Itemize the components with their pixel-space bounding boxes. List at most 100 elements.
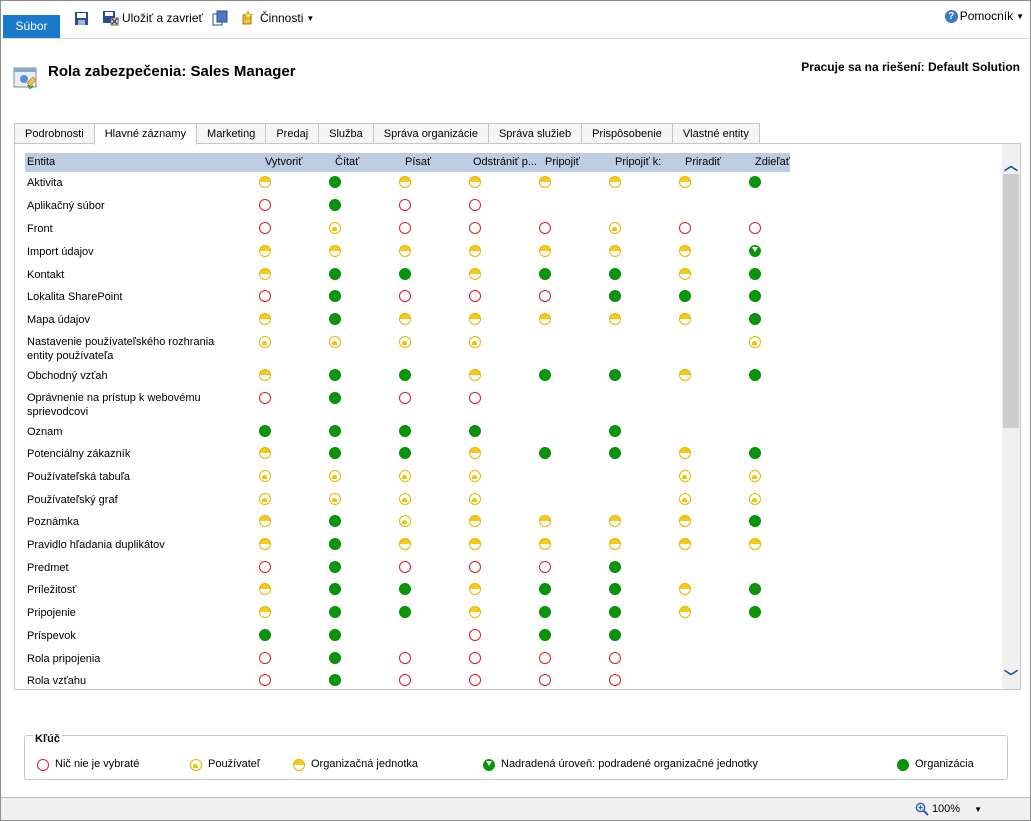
privilege-bu-icon[interactable] [259, 268, 271, 280]
privilege-bu-icon[interactable] [259, 447, 271, 459]
tab-1[interactable]: Podrobnosti [14, 123, 95, 144]
privilege-org-icon[interactable] [609, 268, 621, 280]
privilege-bu-icon[interactable] [469, 606, 481, 618]
privilege-org-icon[interactable] [539, 629, 551, 641]
privilege-org-icon[interactable] [329, 392, 341, 404]
privilege-user-icon[interactable] [679, 470, 691, 482]
tab-7[interactable]: Správa služieb [487, 123, 583, 144]
privilege-none-icon[interactable] [609, 674, 621, 686]
privilege-org-icon[interactable] [399, 268, 411, 280]
privilege-bu-icon[interactable] [679, 538, 691, 550]
privilege-bu-icon[interactable] [679, 245, 691, 257]
privilege-bu-icon[interactable] [539, 313, 551, 325]
privilege-user-icon[interactable] [609, 222, 621, 234]
privilege-none-icon[interactable] [749, 222, 761, 234]
privilege-org-icon[interactable] [329, 561, 341, 573]
privilege-bu-icon[interactable] [259, 583, 271, 595]
privilege-org-icon[interactable] [749, 447, 761, 459]
privilege-none-icon[interactable] [469, 652, 481, 664]
privilege-none-icon[interactable] [469, 392, 481, 404]
privilege-org-icon[interactable] [329, 290, 341, 302]
privilege-bu-icon[interactable] [679, 313, 691, 325]
privilege-org-icon[interactable] [329, 268, 341, 280]
privilege-none-icon[interactable] [399, 674, 411, 686]
privilege-org-icon[interactable] [329, 447, 341, 459]
privilege-org-icon[interactable] [749, 290, 761, 302]
privilege-user-icon[interactable] [329, 470, 341, 482]
privilege-org-icon[interactable] [259, 425, 271, 437]
tab-6[interactable]: Správa organizácie [372, 123, 489, 144]
privilege-user-icon[interactable] [679, 493, 691, 505]
help-menu[interactable]: ? Pomocník ▼ [944, 9, 1024, 23]
privilege-bu-icon[interactable] [609, 515, 621, 527]
privilege-bu-icon[interactable] [539, 515, 551, 527]
privilege-bu-icon[interactable] [539, 538, 551, 550]
privilege-bu-icon[interactable] [259, 538, 271, 550]
privilege-none-icon[interactable] [399, 392, 411, 404]
tab-9[interactable]: Vlastné entity [671, 123, 760, 144]
privilege-bu-icon[interactable] [609, 176, 621, 188]
privilege-bu-icon[interactable] [609, 538, 621, 550]
privilege-org-icon[interactable] [609, 583, 621, 595]
privilege-user-icon[interactable] [469, 493, 481, 505]
privilege-none-icon[interactable] [259, 199, 271, 211]
privilege-bu-icon[interactable] [259, 606, 271, 618]
privilege-org-icon[interactable] [329, 538, 341, 550]
privilege-user-icon[interactable] [399, 470, 411, 482]
privilege-user-icon[interactable] [749, 470, 761, 482]
privilege-org-icon[interactable] [399, 606, 411, 618]
privilege-org-icon[interactable] [749, 515, 761, 527]
save-and-close-button[interactable]: Uložiť a zavrieť [102, 8, 203, 28]
privilege-org-icon[interactable] [609, 425, 621, 437]
copy-button[interactable] [212, 8, 231, 28]
zoom-control[interactable]: 100% ▼ [915, 802, 982, 816]
privilege-org-icon[interactable] [329, 652, 341, 664]
privilege-bu-icon[interactable] [259, 313, 271, 325]
scroll-thumb[interactable] [1003, 174, 1019, 428]
privilege-org-icon[interactable] [539, 583, 551, 595]
privilege-org-icon[interactable] [329, 176, 341, 188]
privilege-none-icon[interactable] [399, 222, 411, 234]
privilege-org-icon[interactable] [609, 447, 621, 459]
privilege-bu-icon[interactable] [469, 447, 481, 459]
privilege-org-icon[interactable] [749, 268, 761, 280]
privilege-none-icon[interactable] [469, 629, 481, 641]
privilege-none-icon[interactable] [399, 561, 411, 573]
privilege-org-icon[interactable] [399, 583, 411, 595]
privilege-bu-icon[interactable] [469, 369, 481, 381]
privilege-user-icon[interactable] [259, 493, 271, 505]
privilege-none-icon[interactable] [609, 652, 621, 664]
privilege-bu-icon[interactable] [259, 176, 271, 188]
privilege-parent-icon[interactable] [749, 245, 761, 257]
privilege-org-icon[interactable] [539, 606, 551, 618]
privilege-none-icon[interactable] [469, 222, 481, 234]
privilege-bu-icon[interactable] [609, 313, 621, 325]
privilege-user-icon[interactable] [749, 493, 761, 505]
privilege-bu-icon[interactable] [539, 176, 551, 188]
file-tab-button[interactable]: Súbor [3, 15, 60, 38]
privilege-bu-icon[interactable] [399, 245, 411, 257]
privilege-none-icon[interactable] [469, 290, 481, 302]
privilege-bu-icon[interactable] [469, 268, 481, 280]
privilege-org-icon[interactable] [609, 369, 621, 381]
privilege-none-icon[interactable] [259, 561, 271, 573]
privilege-none-icon[interactable] [259, 674, 271, 686]
privilege-bu-icon[interactable] [679, 268, 691, 280]
privilege-none-icon[interactable] [399, 652, 411, 664]
tab-4[interactable]: Predaj [265, 123, 320, 144]
vertical-scrollbar[interactable]: ︿ ﹀ [1002, 144, 1020, 689]
privilege-org-icon[interactable] [399, 369, 411, 381]
tab-2[interactable]: Hlavné záznamy [93, 123, 198, 145]
privilege-bu-icon[interactable] [539, 245, 551, 257]
privilege-user-icon[interactable] [469, 470, 481, 482]
privilege-none-icon[interactable] [259, 392, 271, 404]
privilege-bu-icon[interactable] [679, 369, 691, 381]
privilege-org-icon[interactable] [609, 561, 621, 573]
privilege-bu-icon[interactable] [679, 515, 691, 527]
privilege-bu-icon[interactable] [679, 447, 691, 459]
privilege-bu-icon[interactable] [399, 538, 411, 550]
privilege-bu-icon[interactable] [259, 515, 271, 527]
privilege-org-icon[interactable] [679, 290, 691, 302]
privilege-org-icon[interactable] [399, 447, 411, 459]
tab-5[interactable]: Služba [318, 123, 374, 144]
